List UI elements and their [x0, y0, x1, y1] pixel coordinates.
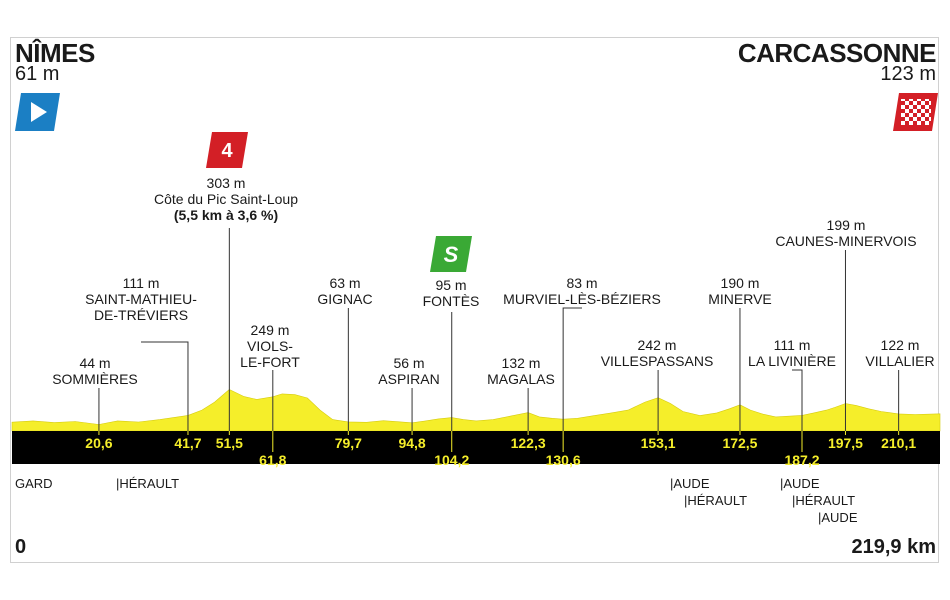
place-name-8-0: MURVIEL-LÈS-BÉZIERS: [503, 291, 661, 307]
km-marker-10: 172,5: [722, 435, 757, 451]
start-distance: 0: [15, 536, 27, 558]
place-altitude-0: 44 m: [79, 355, 110, 371]
place-altitude-1: 111 m: [123, 275, 160, 291]
km-marker-4: 79,7: [335, 435, 362, 451]
finish-altitude: 123 m: [880, 63, 936, 85]
place-altitude-7: 132 m: [502, 355, 541, 371]
finish-flag-icon: [893, 93, 938, 131]
place-altitude-12: 199 m: [827, 217, 866, 233]
total-distance: 219,9 km: [851, 536, 936, 558]
leader-line-1: [141, 341, 189, 431]
place-name-1-1: DE-TRÉVIERS: [94, 307, 188, 323]
climb-badge-shape: [206, 132, 248, 168]
km-marker-13: 210,1: [881, 435, 916, 451]
start-flag-icon: [15, 93, 60, 131]
climb-details: (5,5 km à 3,6 %): [174, 207, 278, 223]
climb-category: 4: [221, 140, 233, 162]
sprint-name: FONTÈS: [423, 293, 480, 309]
km-marker-2: 51,5: [216, 435, 243, 451]
place-name-0-0: SOMMIÈRES: [52, 371, 138, 387]
place-name-5-0: ASPIRAN: [378, 371, 439, 387]
distance-bar: [12, 431, 940, 464]
department-3-2: |AUDE: [818, 510, 858, 525]
leader-line-8: [562, 307, 582, 431]
leader-line-11: [792, 369, 803, 431]
place-name-4-0: GIGNAC: [317, 291, 372, 307]
place-altitude-4: 63 m: [329, 275, 360, 291]
climb-name: Côte du Pic Saint-Loup: [154, 191, 298, 207]
place-name-11-0: LA LIVINIÈRE: [748, 353, 836, 369]
km-marker-0: 20,6: [85, 435, 112, 451]
place-name-12-0: CAUNES-MINERVOIS: [775, 233, 916, 249]
department-3-1: |HÉRAULT: [792, 493, 855, 508]
place-altitude-13: 122 m: [881, 337, 920, 353]
place-name-10-0: MINERVE: [708, 291, 772, 307]
km-marker-11: 187,2: [784, 452, 819, 468]
km-marker-1: 41,7: [174, 435, 201, 451]
km-marker-3: 61,8: [259, 452, 286, 468]
km-marker-7: 122,3: [511, 435, 546, 451]
sprint-label: S: [444, 242, 459, 267]
climb-altitude: 303 m: [207, 175, 246, 191]
km-marker-6: 104,2: [434, 452, 469, 468]
place-altitude-3: 249 m: [251, 322, 290, 338]
km-marker-9: 153,1: [641, 435, 676, 451]
start-altitude: 61 m: [15, 63, 60, 85]
department-0-0: GARD: [15, 476, 53, 491]
climb-category-icon: 4: [206, 132, 248, 168]
place-name-7-0: MAGALAS: [487, 371, 555, 387]
place-altitude-10: 190 m: [721, 275, 760, 291]
elevation-profile: [11, 389, 941, 432]
department-2-0: |AUDE: [670, 476, 710, 491]
place-name-9-0: VILLESPASSANS: [601, 353, 714, 369]
place-altitude-5: 56 m: [393, 355, 424, 371]
department-3-0: |AUDE: [780, 476, 820, 491]
sprint-icon: S: [430, 236, 472, 272]
place-name-3-0: VIOLS-: [247, 338, 293, 354]
department-2-1: |HÉRAULT: [684, 493, 747, 508]
department-1-0: |HÉRAULT: [116, 476, 179, 491]
finish-city: CARCASSONNE: [737, 38, 937, 68]
place-name-1-0: SAINT-MATHIEU-: [85, 291, 197, 307]
place-name-3-1: LE-FORT: [240, 354, 300, 370]
km-marker-8: 130,6: [546, 452, 581, 468]
place-altitude-9: 242 m: [638, 337, 677, 353]
sprint-badge-shape: [430, 236, 472, 272]
place-name-13-0: VILLALIER: [865, 353, 934, 369]
start-city: NÎMES: [15, 38, 95, 68]
place-altitude-8: 83 m: [566, 275, 597, 291]
km-marker-5: 94,8: [398, 435, 425, 451]
place-altitude-11: 111 m: [774, 337, 811, 353]
sprint-altitude: 95 m: [435, 277, 466, 293]
profile-frame: [10, 37, 939, 563]
km-marker-12: 197,5: [828, 435, 863, 451]
